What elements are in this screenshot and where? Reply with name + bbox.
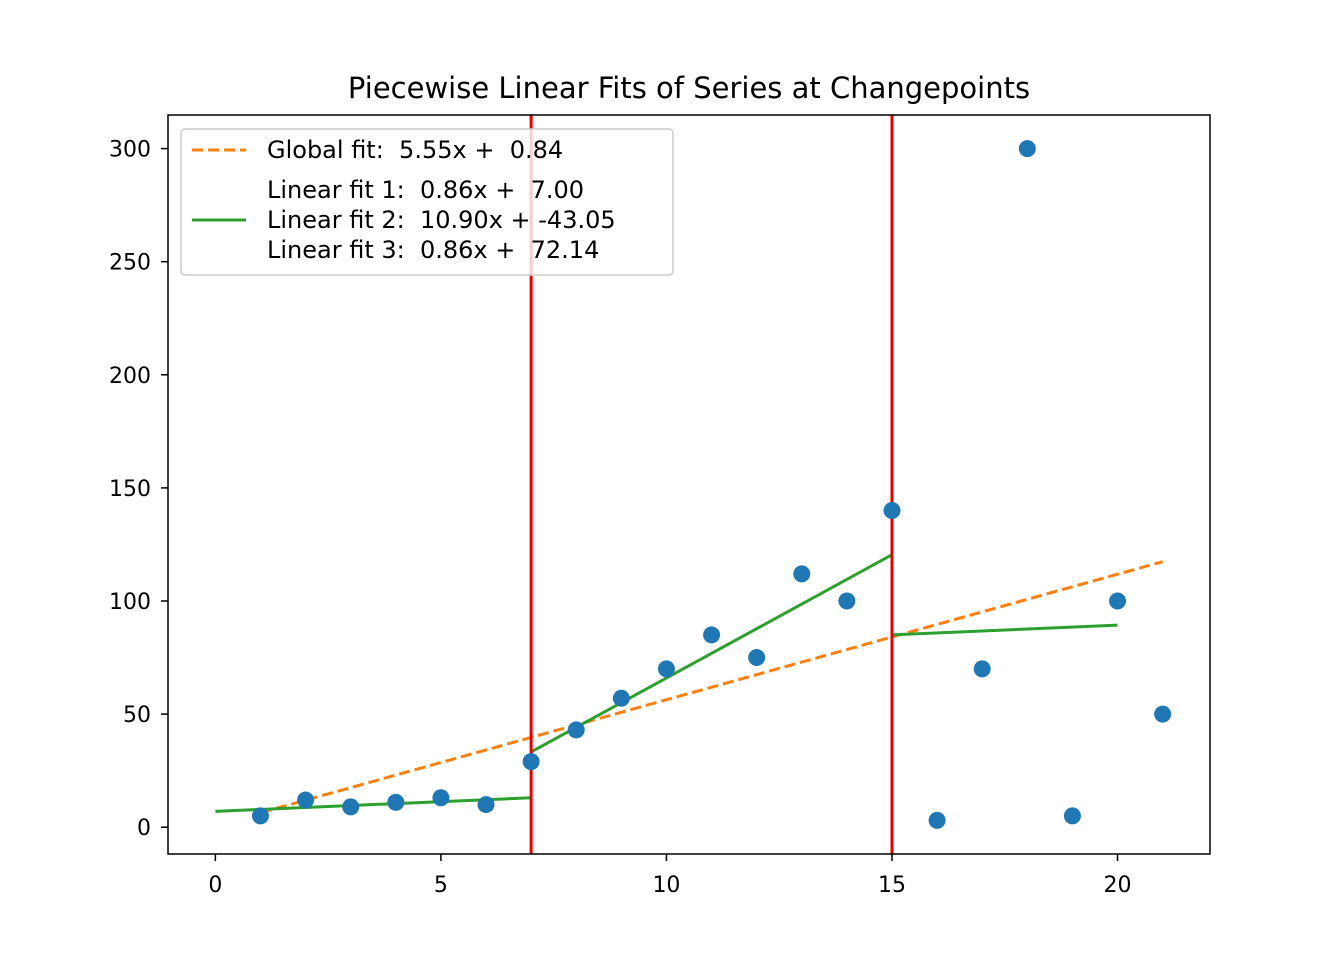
legend-box (180, 128, 674, 276)
y-tick-label: 100 (109, 590, 151, 615)
legend-fit-1-label: Linear fit 1: 0.86x + 7.00 (267, 176, 584, 204)
legend-fit-3-label: Linear fit 3: 0.86x + 72.14 (267, 236, 599, 264)
y-tick-label: 250 (109, 251, 151, 276)
data-point (477, 796, 495, 814)
x-tick-label: 0 (208, 873, 222, 898)
data-point (522, 753, 540, 771)
x-tick-label: 5 (434, 873, 448, 898)
plot-frame (167, 114, 1211, 855)
data-point (612, 689, 630, 707)
data-point (838, 592, 856, 610)
data-point (657, 660, 675, 678)
x-tick-label: 20 (1104, 873, 1132, 898)
segment-fit-line-2 (530, 553, 893, 754)
data-point (567, 721, 585, 739)
data-point (883, 502, 901, 520)
y-tick-label: 300 (109, 138, 151, 163)
data-point (928, 811, 946, 829)
data-point (973, 660, 991, 678)
data-point (432, 789, 450, 807)
legend: Global fit: 5.55x + 0.84 Linear fit 1: 0… (180, 128, 674, 276)
data-point (748, 649, 766, 667)
y-tick-label: 50 (123, 703, 151, 728)
segment-fit-line-1 (215, 796, 532, 813)
data-point (251, 807, 269, 825)
y-tick-label: 200 (109, 364, 151, 389)
data-point (1109, 592, 1127, 610)
data-point (793, 565, 811, 583)
data-point (703, 626, 721, 644)
data-point (342, 798, 360, 816)
x-tick-label: 15 (878, 873, 906, 898)
segment-fit-line-3 (891, 623, 1118, 637)
data-point (387, 793, 405, 811)
y-tick-label: 150 (109, 477, 151, 502)
chart-title: Piecewise Linear Fits of Series at Chang… (348, 71, 1030, 105)
legend-global-fit-label: Global fit: 5.55x + 0.84 (267, 136, 563, 164)
y-tick-label: 0 (137, 816, 151, 841)
plot-area (215, 115, 1172, 854)
data-point (1018, 140, 1036, 158)
global-fit-line (260, 560, 1164, 815)
data-point (1154, 705, 1172, 723)
data-point (297, 791, 315, 809)
x-tick-label: 10 (652, 873, 680, 898)
data-point (1063, 807, 1081, 825)
legend-fit-2-label: Linear fit 2: 10.90x + -43.05 (267, 206, 616, 234)
